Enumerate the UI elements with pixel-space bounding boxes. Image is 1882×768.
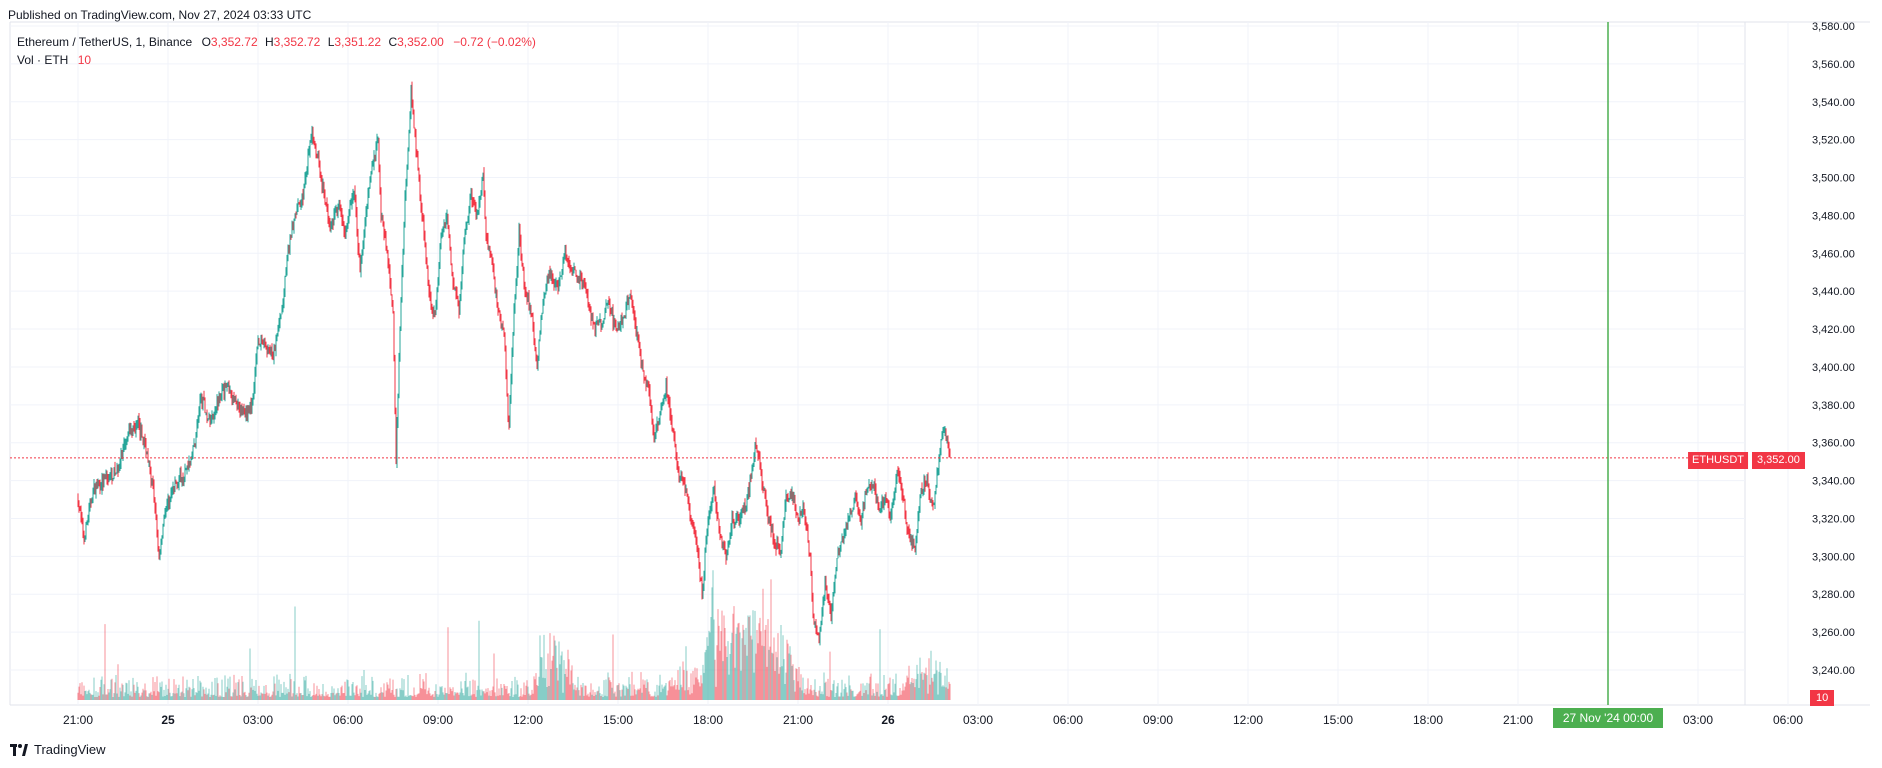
published-header: Published on TradingView.com, Nov 27, 20…	[8, 8, 312, 22]
price-tick-label: 3,440.00	[1812, 286, 1855, 298]
price-tick-label: 3,280.00	[1812, 589, 1855, 601]
legend-low-label: L	[327, 35, 335, 49]
last-price-tag: 3,352.00	[1752, 452, 1805, 469]
volume-value-tag: 10	[1810, 690, 1835, 706]
legend-change: −0.72 (−0.02%)	[453, 35, 536, 49]
time-tick-label: 12:00	[513, 713, 543, 727]
price-tick-label: 3,340.00	[1812, 476, 1855, 488]
time-tick-label: 03:00	[243, 713, 273, 727]
chart-legend: Ethereum / TetherUS, 1, Binance O3,352.7…	[17, 34, 536, 69]
price-tick-label: 3,500.00	[1812, 173, 1855, 185]
time-tick-label: 12:00	[1233, 713, 1263, 727]
volume-series	[77, 570, 951, 700]
time-tick-label: 18:00	[693, 713, 723, 727]
time-tick-label: 26	[881, 713, 895, 727]
price-tick-label: 3,260.00	[1812, 627, 1855, 639]
legend-volume-value: 10	[77, 53, 92, 67]
legend-low-value: 3,351.22	[334, 35, 382, 49]
time-tick-label: 09:00	[1143, 713, 1173, 727]
time-tick-label: 21:00	[783, 713, 813, 727]
time-tick-label: 21:00	[1503, 713, 1533, 727]
legend-close-value: 3,352.00	[397, 35, 444, 49]
time-tick-label: 03:00	[963, 713, 993, 727]
time-tick-label: 09:00	[423, 713, 453, 727]
price-tick-label: 3,540.00	[1812, 97, 1855, 109]
price-tick-label: 3,400.00	[1812, 362, 1855, 374]
price-tick-label: 3,300.00	[1812, 551, 1855, 563]
legend-symbol[interactable]: Ethereum / TetherUS, 1, Binance	[17, 35, 193, 49]
price-axis[interactable]: 3,240.00 3,260.00 3,280.00 3,300.00 3,320.00…	[1812, 21, 1855, 677]
price-tick-label: 3,320.00	[1812, 513, 1855, 525]
legend-volume-label[interactable]: Vol · ETH	[17, 53, 69, 67]
crosshair-time-label: 27 Nov '24 00:00	[1553, 708, 1663, 728]
time-tick-label: 15:00	[1323, 713, 1353, 727]
tradingview-logo-icon	[10, 743, 28, 756]
price-tick-label: 3,560.00	[1812, 59, 1855, 71]
time-tick-label: 03:00	[1683, 713, 1713, 727]
price-tick-label: 3,240.00	[1812, 665, 1855, 677]
price-tick-label: 3,480.00	[1812, 210, 1855, 222]
legend-volume-row: Vol · ETH 10	[17, 52, 536, 69]
legend-high-label: H	[264, 35, 274, 49]
tradingview-brand[interactable]: TradingView	[10, 742, 106, 757]
legend-high-value: 3,352.72	[273, 35, 321, 49]
time-tick-label: 18:00	[1413, 713, 1443, 727]
time-tick-label: 15:00	[603, 713, 633, 727]
time-axis[interactable]: 21:00 25 03:00 06:00 09:00 12:00 15:00 18:00 21:…	[63, 713, 1803, 727]
price-tick-label: 3,380.00	[1812, 400, 1855, 412]
price-tick-label: 3,520.00	[1812, 135, 1855, 147]
legend-open-value: 3,352.72	[210, 35, 258, 49]
time-tick-label: 06:00	[1773, 713, 1803, 727]
legend-close-label: C	[388, 35, 398, 49]
chart-grid	[9, 21, 1870, 706]
symbol-price-tag: ETHUSDT	[1688, 452, 1748, 469]
price-tick-label: 3,420.00	[1812, 324, 1855, 336]
time-tick-label: 21:00	[63, 713, 93, 727]
legend-ohlc-row: Ethereum / TetherUS, 1, Binance O3,352.7…	[17, 34, 536, 51]
time-tick-label: 25	[161, 713, 175, 727]
price-tick-label: 3,460.00	[1812, 248, 1855, 260]
legend-open-label: O	[201, 35, 211, 49]
time-tick-label: 06:00	[1053, 713, 1083, 727]
candle-series	[77, 81, 951, 646]
brand-name: TradingView	[34, 742, 106, 757]
price-tick-label: 3,360.00	[1812, 438, 1855, 450]
price-tick-label: 3,580.00	[1812, 21, 1855, 33]
time-tick-label: 06:00	[333, 713, 363, 727]
